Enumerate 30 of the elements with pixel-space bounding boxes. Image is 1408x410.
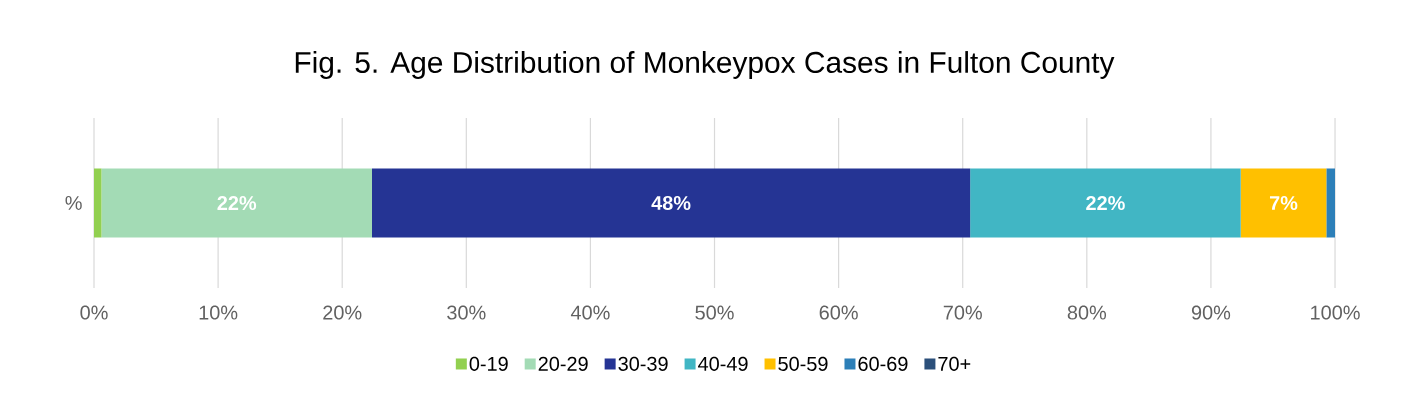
bar xyxy=(970,168,1241,238)
legend-label: 50-59 xyxy=(778,356,828,371)
legend-label: 70+ xyxy=(938,356,971,371)
bar xyxy=(94,168,102,238)
x-tick-label: 40% xyxy=(570,305,610,320)
y-tick-label: % xyxy=(65,196,82,210)
x-tick-label: 10% xyxy=(199,305,238,320)
x-tick-label: 70% xyxy=(943,305,982,320)
bar xyxy=(372,168,971,238)
x-tick-label: 20% xyxy=(323,305,362,320)
data-label: 7% xyxy=(1269,195,1298,211)
x-tick-label: 100% xyxy=(1311,305,1360,320)
bar xyxy=(1326,168,1336,238)
legend-label: 40-49 xyxy=(698,356,748,371)
x-tick-label: 80% xyxy=(1067,305,1107,320)
chart-title: Fig. 5. Age Distribution of Monkeypox Cases in Fulton County xyxy=(295,51,1115,79)
bar xyxy=(101,168,372,238)
legend-label: 0-19 xyxy=(469,356,508,371)
x-tick-label: 0% xyxy=(80,305,108,320)
x-tick-label: 60% xyxy=(819,305,858,320)
x-tick-label: 90% xyxy=(1191,305,1231,320)
x-tick-label: 30% xyxy=(447,305,486,320)
legend-label: 60-69 xyxy=(858,356,908,371)
legend-label: 20-29 xyxy=(538,356,588,371)
x-tick-label: 50% xyxy=(695,305,734,320)
data-label: 22% xyxy=(1086,195,1125,211)
data-label: 22% xyxy=(217,195,257,211)
bar xyxy=(1240,168,1327,238)
legend-label: 30-39 xyxy=(618,356,668,371)
data-label: 48% xyxy=(651,195,691,211)
